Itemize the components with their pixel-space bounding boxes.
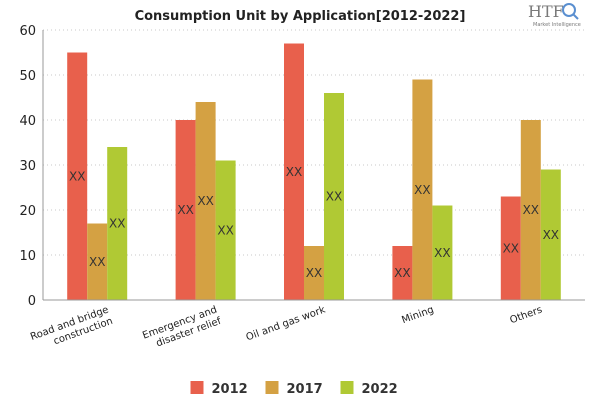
y-tick-label: 20 [19, 204, 36, 219]
legend-label: 2017 [287, 382, 323, 397]
y-tick-label: 40 [19, 114, 36, 129]
bar-2012-3 [392, 246, 413, 300]
y-axis: 0 10 20 30 40 50 60 [19, 24, 44, 309]
bar-2022-1 [215, 160, 236, 300]
legend-label: 2022 [362, 382, 398, 397]
bar-2022-3 [432, 205, 453, 300]
legend-label: 2012 [212, 382, 248, 397]
bar-2022-0 [107, 147, 128, 300]
x-tick-label-line: Mining [400, 304, 435, 326]
bar-2017-2 [304, 246, 324, 300]
x-tick-label: Oil and gas work [245, 304, 328, 343]
data-label: XX [503, 241, 519, 255]
bar-2012-2 [284, 43, 304, 300]
data-label: XX [177, 203, 193, 217]
magnifier-icon [562, 3, 576, 17]
legend-swatch [265, 381, 279, 394]
y-tick-label: 30 [19, 159, 36, 174]
x-tick-label-line: Others [508, 304, 543, 326]
data-label: XX [306, 266, 322, 280]
logo-subtitle: Market Intelligence [533, 22, 581, 28]
bar-2022-4 [540, 169, 561, 300]
x-tick-label: Others [508, 304, 543, 326]
x-tick-label: Road and bridgeconstruction [29, 304, 114, 354]
data-label: XX [523, 203, 539, 217]
bar-2012-0 [67, 52, 88, 300]
legend-swatch [340, 381, 354, 394]
data-label: XX [326, 190, 342, 204]
data-label: XX [69, 169, 85, 183]
bar-2017-1 [195, 102, 216, 300]
x-axis: Road and bridgeconstruction Emergency and… [29, 299, 585, 354]
chart-title: Consumption Unit by Application[2012-202… [135, 9, 466, 24]
logo-text: HTF [528, 2, 564, 21]
legend: 2012 2017 2022 [190, 381, 398, 397]
data-label: XX [197, 194, 213, 208]
data-label: XX [109, 217, 125, 231]
data-label: XX [286, 165, 302, 179]
data-label: XX [217, 223, 233, 237]
y-tick-label: 10 [19, 249, 36, 264]
data-label: XX [434, 246, 450, 260]
x-tick-label: Emergency anddisaster relief [141, 304, 223, 353]
data-label: XX [89, 255, 105, 269]
y-tick-label: 50 [19, 69, 36, 84]
bars [67, 43, 561, 300]
data-label: XX [543, 228, 559, 242]
bar-2017-0 [87, 223, 108, 300]
legend-swatch [190, 381, 204, 394]
data-label: XX [414, 183, 430, 197]
y-tick-label: 0 [28, 294, 36, 309]
magnifier-handle [572, 13, 579, 20]
bar-2017-3 [412, 79, 433, 300]
data-labels: XX XX XX XX XX XX XX XX XX XX XX XX XX XX XX [69, 165, 559, 280]
y-tick-label: 60 [19, 24, 36, 39]
x-tick-label: Mining [400, 304, 435, 326]
bar-2012-1 [175, 120, 196, 300]
bar-2022-2 [324, 93, 344, 300]
x-tick-label-line: Oil and gas work [245, 304, 328, 343]
data-label: XX [394, 266, 410, 280]
bar-2012-4 [500, 196, 521, 300]
logo: HTF Market Intelligence [528, 2, 581, 28]
bar-2017-4 [520, 120, 541, 300]
